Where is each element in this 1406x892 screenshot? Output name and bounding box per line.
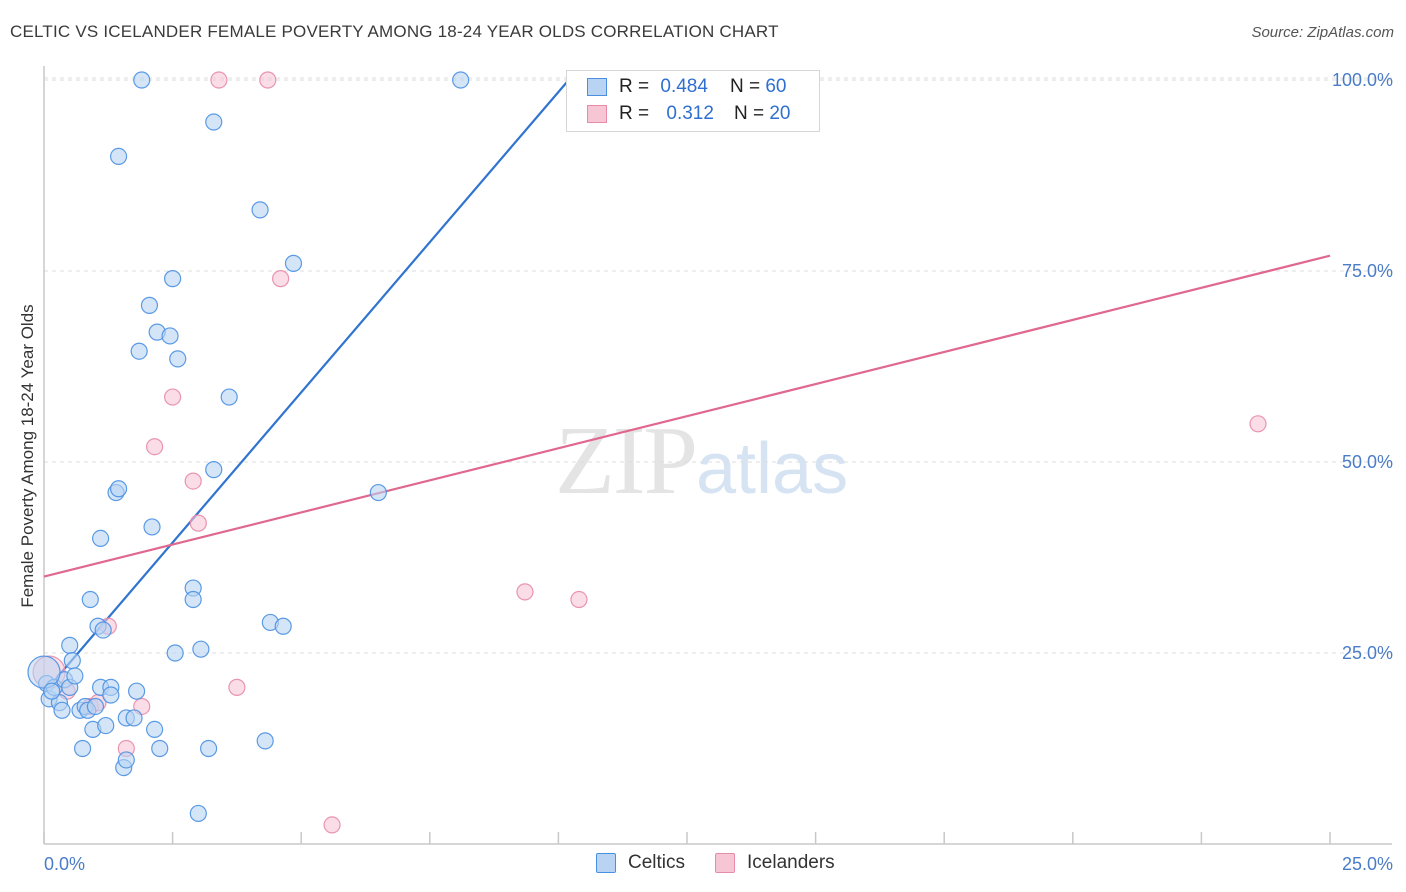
celtics-point <box>63 652 81 670</box>
y-tick-label: 75.0% <box>1342 261 1393 281</box>
legend-r-label: R = <box>619 76 650 97</box>
legend-r-value: 0.484 <box>660 76 708 97</box>
icelanders-point <box>164 388 182 406</box>
icelanders-point <box>570 590 588 609</box>
celtics-point <box>205 461 223 479</box>
celtics-point <box>145 720 164 739</box>
legend-row-celtics: R = 0.484 N = 60 <box>587 74 786 100</box>
celtics-point <box>184 590 202 609</box>
correlation-legend: R = 0.484 N = 60 R = 0.312 N = 20 <box>566 70 820 132</box>
celtics-point <box>151 739 169 758</box>
legend-item-icelanders[interactable]: Icelanders <box>715 852 835 874</box>
celtics-point <box>161 327 179 345</box>
celtics-point <box>125 709 143 727</box>
legend-row-icelanders: R = 0.312 N = 20 <box>587 101 790 127</box>
icelanders-point <box>228 678 246 696</box>
celtics-point <box>140 296 159 314</box>
x-tick-label: 0.0% <box>44 854 85 874</box>
legend-swatch-icelanders <box>587 105 607 123</box>
icelanders-point <box>272 270 290 288</box>
legend-n-label: N = <box>733 103 765 124</box>
celtics-point <box>284 254 303 272</box>
celtics-point <box>192 640 210 658</box>
icelanders-point <box>323 816 341 834</box>
celtics-point <box>102 686 120 704</box>
celtics-point <box>91 529 110 548</box>
celtics-point <box>166 644 184 662</box>
celtics-point <box>169 350 187 368</box>
icelanders-point <box>184 472 202 490</box>
celtics-point <box>81 590 99 609</box>
gridlines <box>44 77 1392 654</box>
celtics-label: Celtics <box>628 852 686 873</box>
celtics-point <box>189 804 207 823</box>
icelanders-point <box>145 438 164 456</box>
icelanders-point <box>210 71 228 89</box>
icelanders-trend-line <box>43 254 1331 578</box>
celtics-point <box>53 701 71 719</box>
legend-item-celtics[interactable]: Celtics <box>596 852 685 874</box>
legend-n-value: 20 <box>769 103 791 124</box>
celtics-point <box>200 739 218 758</box>
legend-r-label: R = <box>619 103 650 124</box>
celtics-point <box>73 739 92 758</box>
legend-r-value: 0.312 <box>666 103 714 124</box>
data-points <box>27 71 1267 834</box>
legend-swatch-celtics <box>587 78 607 96</box>
watermark: ZIPatlas <box>555 405 848 517</box>
tick-labels: 25.0% 50.0% 75.0% 100.0% 0.0% 25.0% <box>44 70 1393 874</box>
celtics-point <box>220 388 238 406</box>
legend-n-label: N = <box>729 76 761 97</box>
celtics-point <box>205 113 223 131</box>
celtics-point <box>97 716 115 735</box>
legend-n-value: 60 <box>765 76 787 97</box>
celtics-point <box>164 270 182 288</box>
celtics-point <box>94 621 112 639</box>
celtics-point <box>143 518 161 536</box>
series-legend: Celtics Icelanders <box>596 852 865 874</box>
icelanders-point <box>259 71 277 89</box>
celtics-point <box>130 342 148 360</box>
celtics-point <box>274 617 292 635</box>
y-tick-label: 100.0% <box>1332 70 1393 90</box>
celtics-point <box>109 147 128 165</box>
watermark-atlas: atlas <box>696 429 849 509</box>
y-tick-label: 50.0% <box>1342 452 1393 472</box>
icelanders-point <box>189 514 207 532</box>
celtics-point <box>117 751 135 769</box>
watermark-zip: ZIP <box>555 407 698 515</box>
axes <box>43 66 1392 845</box>
celtics-point <box>251 201 269 219</box>
celtics-point <box>43 682 61 700</box>
celtics-point <box>369 483 387 502</box>
celtics-point <box>133 71 151 89</box>
chart-title: CELTIC VS ICELANDER FEMALE POVERTY AMONG… <box>10 22 779 41</box>
x-tick-label: 25.0% <box>1342 854 1393 874</box>
celtics-point <box>61 636 79 654</box>
celtics-swatch <box>596 853 616 873</box>
celtics-point <box>127 682 146 700</box>
y-tick-label: 25.0% <box>1342 643 1393 663</box>
celtics-point <box>452 71 470 89</box>
icelanders-label: Icelanders <box>747 852 835 873</box>
source-label: Source: ZipAtlas.com <box>1251 24 1394 41</box>
celtics-point <box>256 732 274 750</box>
icelanders-swatch <box>715 853 736 873</box>
icelanders-point <box>516 583 534 601</box>
celtics-point <box>109 480 128 498</box>
trend-lines <box>43 79 1331 694</box>
celtics-point <box>27 655 61 689</box>
celtics-trend-line <box>43 79 570 694</box>
icelanders-point <box>1249 415 1267 433</box>
celtics-point <box>86 697 105 716</box>
celtics-point <box>66 667 84 685</box>
